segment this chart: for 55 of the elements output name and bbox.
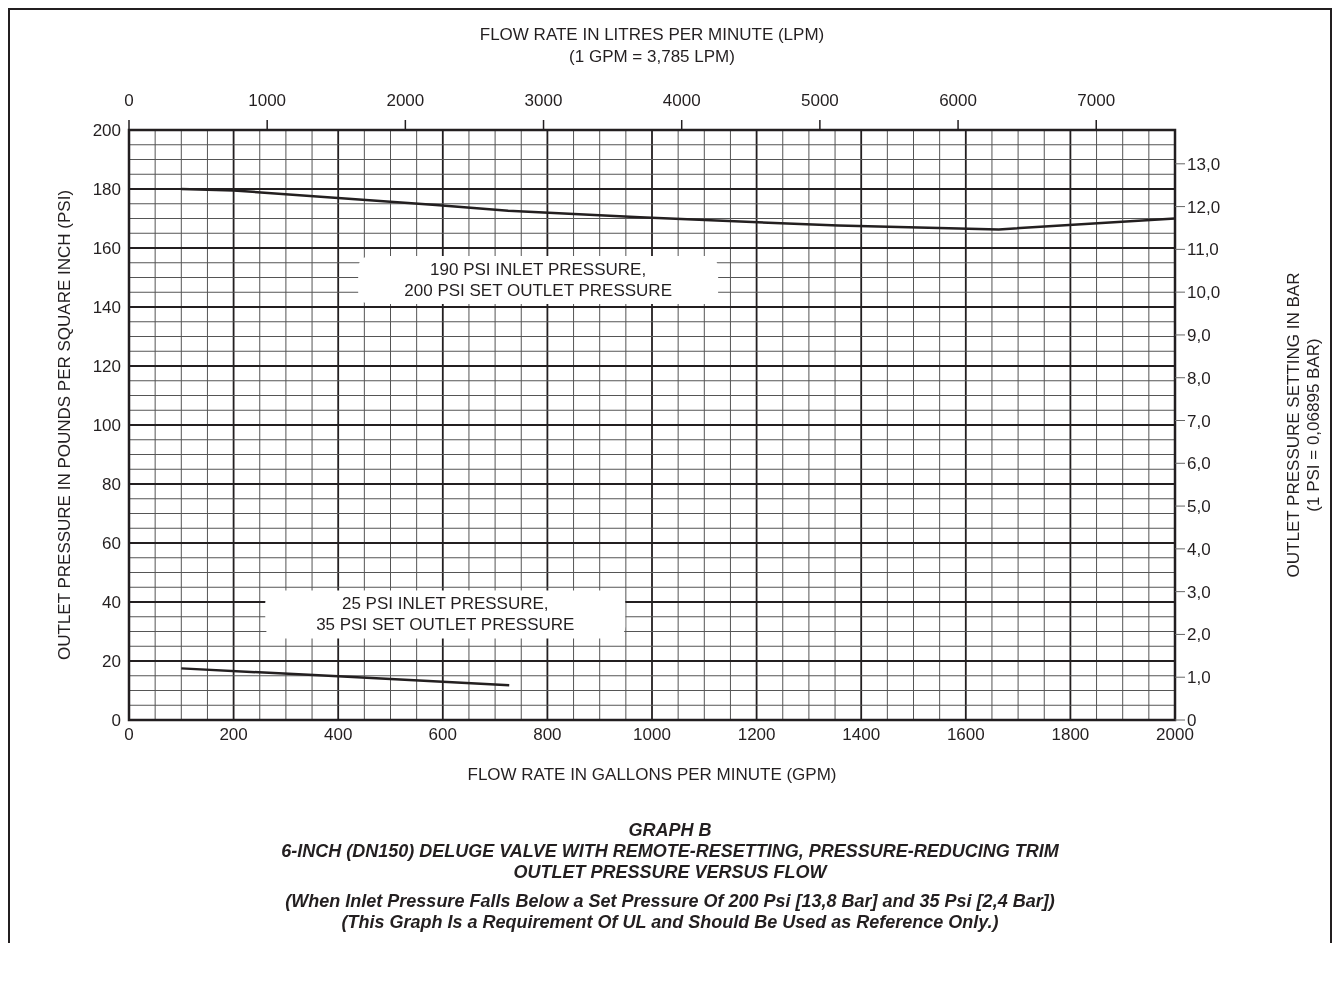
y2-tick-label: 1,0	[1187, 668, 1211, 688]
x-axis-title: FLOW RATE IN GALLONS PER MINUTE (GPM)	[467, 765, 837, 784]
y-tick-label: 0	[111, 711, 121, 731]
y-tick-label: 20	[102, 652, 121, 672]
text: 190 PSI INLET PRESSURE, 200 PSI SET OUTLET PRESSURE	[404, 260, 672, 300]
x-tick-label: 800	[533, 725, 562, 745]
x-tick-label: 1400	[842, 725, 881, 745]
y2-tick-label: 5,0	[1187, 497, 1211, 517]
text: OUTLET PRESSURE VERSUS FLOW	[512, 862, 829, 883]
x2-tick-label: 6000	[939, 91, 977, 110]
text: (When Inlet Pressure Falls Below a Set Pressure Of 200 Psi [13,8 Bar] and 35 Psi [2,4 Bar])	[284, 891, 1056, 912]
x2-axis-title: FLOW RATE IN LITRES PER MINUTE (LPM)	[479, 25, 825, 44]
text: (1 GPM = 3,785 LPM)	[569, 47, 735, 66]
y2-axis-title: OUTLET PRESSURE SETTING IN BAR	[1284, 272, 1303, 578]
y-tick-label: 180	[92, 180, 121, 200]
y2-tick-label: 12,0	[1187, 197, 1221, 217]
x-tick-label: 1800	[1051, 725, 1090, 745]
x-tick-label: 1000	[633, 725, 671, 745]
y2-tick-label: 11,0	[1187, 240, 1219, 260]
x-tick-label: 1600	[946, 725, 985, 745]
text: 25 PSI INLET PRESSURE, 35 PSI SET OUTLET PRESSURE	[316, 594, 575, 635]
x-tick-label: 1200	[737, 725, 776, 745]
x2-tick-label: 4000	[662, 91, 701, 110]
y-tick-label: 60	[102, 534, 121, 554]
x2-tick-label: 5000	[800, 91, 839, 110]
text: (1 PSI = 0,06895 BAR)	[1304, 338, 1323, 512]
y-tick-label: 160	[92, 239, 121, 259]
y2-tick-label: 10,0	[1187, 283, 1221, 303]
y2-tick-label: 7,0	[1187, 411, 1211, 431]
text: 6-INCH (DN150) DELUGE VALVE WITH REMOTE-RESETTING, PRESSURE-REDUCING TRIM	[280, 841, 1060, 862]
x-tick-label: 200	[219, 725, 248, 745]
text: GRAPH B	[627, 820, 713, 841]
y2-tick-label: 13,0	[1187, 154, 1221, 174]
x-tick-label: 0	[124, 725, 134, 745]
x2-tick-label: 2000	[386, 91, 425, 110]
y2-tick-label: 3,0	[1187, 582, 1211, 602]
y-tick-label: 80	[102, 475, 121, 495]
x2-tick-label: 1000	[248, 91, 287, 110]
y2-tick-label: 4,0	[1187, 539, 1211, 559]
y-tick-label: 40	[102, 593, 121, 613]
y2-tick-label: 2,0	[1187, 625, 1211, 645]
text: (This Graph Is a Requirement Of UL and Should Be Used as Reference Only.)	[340, 912, 1000, 934]
x2-tick-label: 7000	[1077, 91, 1116, 110]
y-tick-label: 200	[92, 121, 121, 141]
x-tick-label: 400	[324, 725, 353, 745]
y-tick-label: 120	[92, 357, 121, 377]
y2-tick-label: 9,0	[1187, 325, 1211, 345]
x2-tick-label: 0	[124, 91, 134, 110]
y-tick-label: 100	[92, 416, 121, 436]
y2-tick-label: 8,0	[1187, 368, 1211, 388]
y-tick-label: 140	[92, 298, 121, 318]
y2-tick-label: 6,0	[1187, 454, 1211, 474]
x2-tick-label: 3000	[524, 91, 563, 110]
y-axis-title: OUTLET PRESSURE IN POUNDS PER SQUARE INCH (PSI)	[55, 189, 75, 661]
x-tick-label: 600	[428, 725, 457, 745]
